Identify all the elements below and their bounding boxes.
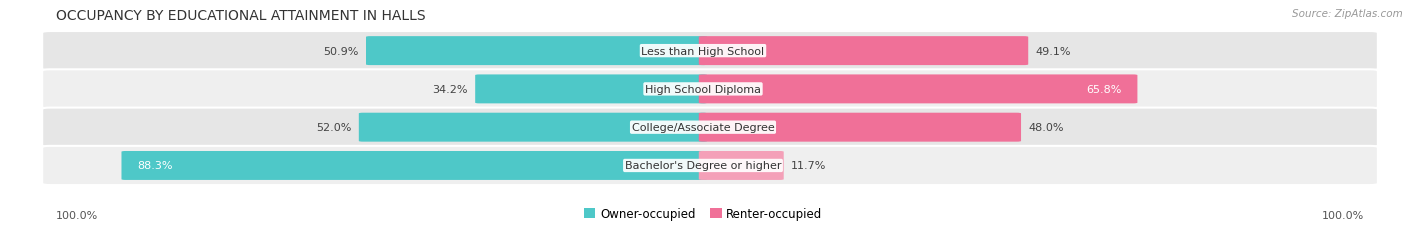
Text: 52.0%: 52.0% [316,123,352,133]
FancyBboxPatch shape [699,75,1137,104]
Text: Less than High School: Less than High School [641,46,765,56]
FancyBboxPatch shape [42,146,1378,185]
Legend: Owner-occupied, Renter-occupied: Owner-occupied, Renter-occupied [579,203,827,225]
Text: 100.0%: 100.0% [56,210,98,220]
Text: 34.2%: 34.2% [433,85,468,94]
Text: High School Diploma: High School Diploma [645,85,761,94]
FancyBboxPatch shape [42,108,1378,147]
FancyBboxPatch shape [699,113,1021,142]
FancyBboxPatch shape [699,37,1028,66]
Text: OCCUPANCY BY EDUCATIONAL ATTAINMENT IN HALLS: OCCUPANCY BY EDUCATIONAL ATTAINMENT IN H… [56,9,426,23]
FancyBboxPatch shape [359,113,707,142]
Text: 50.9%: 50.9% [323,46,359,56]
FancyBboxPatch shape [42,70,1378,109]
Text: 65.8%: 65.8% [1087,85,1122,94]
FancyBboxPatch shape [699,151,783,180]
Text: Bachelor's Degree or higher: Bachelor's Degree or higher [624,161,782,171]
Text: 88.3%: 88.3% [136,161,173,171]
Text: College/Associate Degree: College/Associate Degree [631,123,775,133]
FancyBboxPatch shape [366,37,707,66]
Text: 48.0%: 48.0% [1028,123,1063,133]
Text: 11.7%: 11.7% [790,161,827,171]
Text: Source: ZipAtlas.com: Source: ZipAtlas.com [1292,9,1403,19]
Text: 49.1%: 49.1% [1035,46,1071,56]
FancyBboxPatch shape [475,75,707,104]
FancyBboxPatch shape [42,32,1378,71]
FancyBboxPatch shape [121,151,707,180]
Text: 100.0%: 100.0% [1322,210,1364,220]
